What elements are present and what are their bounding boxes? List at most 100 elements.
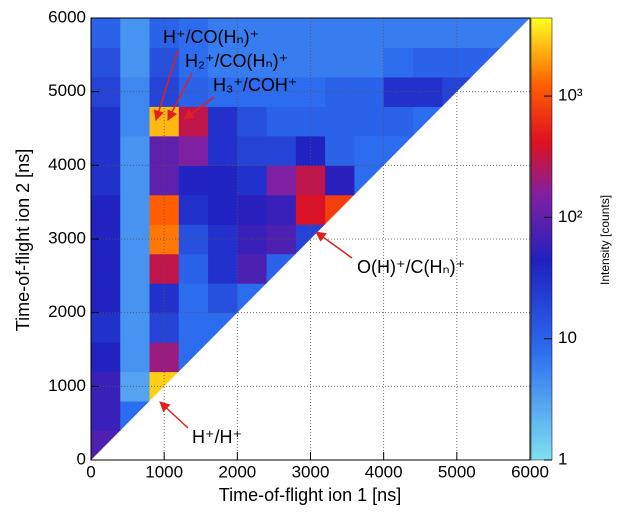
annotation-arrow	[315, 231, 353, 259]
x-tick-label: 1000	[145, 462, 183, 481]
heatmap-cell	[208, 18, 238, 48]
heatmap-cell	[354, 106, 385, 137]
annotation-arrow	[159, 401, 189, 429]
heatmap-cell	[237, 18, 268, 48]
heatmap-cell	[120, 135, 151, 166]
heatmap-cell	[471, 47, 502, 78]
heatmap-cell	[266, 47, 297, 78]
heatmap-cell	[178, 47, 209, 78]
heatmap-cell	[120, 312, 151, 343]
heatmap-cell	[500, 18, 530, 48]
heatmap-cell	[178, 253, 209, 284]
heatmap-cell	[149, 194, 180, 225]
heatmap	[91, 18, 530, 460]
annotation: H⁺/CO(Hₙ)⁺	[163, 27, 259, 47]
heatmap-cell	[208, 253, 238, 284]
heatmap-cell	[471, 18, 502, 48]
heatmap-cell	[412, 106, 443, 137]
heatmap-cell	[266, 135, 297, 166]
heatmap-cell	[266, 106, 297, 137]
heatmap-cell	[208, 135, 238, 166]
heatmap-cell	[178, 18, 209, 48]
heatmap-cell	[325, 106, 355, 137]
heatmap-cell	[91, 18, 121, 48]
heatmap-cell	[178, 342, 209, 373]
heatmap-cell	[120, 342, 151, 373]
heatmap-cell	[354, 165, 385, 196]
heatmap-cell	[383, 47, 414, 78]
heatmap-cell	[295, 106, 326, 137]
heatmap-cell	[91, 165, 121, 196]
annotation: H₂⁺/CO(Hₙ)⁺	[185, 51, 288, 71]
heatmap-cell	[208, 312, 238, 343]
y-tick-label: 5000	[48, 81, 86, 100]
heatmap-cell	[325, 194, 355, 225]
heatmap-cell	[208, 47, 238, 78]
heatmap-cell	[91, 135, 121, 166]
heatmap-cell	[412, 47, 443, 78]
heatmap-cell	[325, 165, 355, 196]
heatmap-cell	[208, 224, 238, 255]
x-tick-label: 5000	[438, 462, 476, 481]
heatmap-cell	[178, 283, 209, 314]
annotation: H⁺/H⁺	[192, 427, 242, 447]
heatmap-cell	[120, 18, 151, 48]
heatmap-cell	[237, 253, 268, 284]
y-tick-label: 1000	[48, 376, 86, 395]
heatmap-cell	[149, 283, 180, 314]
x-axis-title: Time-of-flight ion 1 [ns]	[219, 485, 401, 505]
y-axis-title: Time-of-flight ion 2 [ns]	[13, 149, 33, 331]
heatmap-cell	[442, 18, 472, 48]
heatmap-cell	[208, 283, 238, 314]
heatmap-cell	[295, 18, 326, 48]
heatmap-cell	[383, 135, 414, 166]
heatmap-cell	[91, 401, 121, 432]
colorbar-title: Intensity [counts]	[598, 195, 612, 285]
heatmap-cell	[383, 18, 414, 48]
heatmap-cell	[178, 106, 209, 137]
heatmap-cell	[91, 430, 121, 460]
colorbar-tick-label: 10³	[558, 86, 583, 105]
heatmap-cell	[149, 106, 180, 137]
heatmap-cell	[412, 18, 443, 48]
heatmap-cell	[266, 253, 297, 284]
heatmap-cell	[120, 283, 151, 314]
heatmap-cell	[383, 106, 414, 137]
x-tick-label: 6000	[511, 462, 549, 481]
heatmap-cell	[178, 135, 209, 166]
heatmap-cell	[237, 283, 268, 314]
x-tick-label: 4000	[365, 462, 403, 481]
y-tick-label: 4000	[48, 155, 86, 174]
colorbar-tick-label: 10	[558, 328, 577, 347]
heatmap-cell	[237, 165, 268, 196]
y-tick-label: 2000	[48, 302, 86, 321]
heatmap-cell	[295, 194, 326, 225]
y-tick-label: 3000	[48, 228, 86, 247]
y-tick-label: 6000	[48, 7, 86, 26]
heatmap-cell	[354, 47, 385, 78]
heatmap-cell	[91, 253, 121, 284]
heatmap-cell	[120, 401, 151, 432]
heatmap-cell	[354, 18, 385, 48]
heatmap-cell	[178, 165, 209, 196]
heatmap-cell	[149, 371, 180, 402]
annotation-arrow	[183, 96, 215, 120]
heatmap-cell	[325, 47, 355, 78]
heatmap-cell	[325, 18, 355, 48]
heatmap-cell	[237, 106, 268, 137]
heatmap-cell	[237, 47, 268, 78]
x-tick-label: 3000	[292, 462, 330, 481]
heatmap-cell	[91, 106, 121, 137]
colorbar-tick-label: 10²	[558, 207, 583, 226]
annotation: O(H)⁺/C(Hₙ)⁺	[357, 257, 465, 277]
annotation-arrow	[167, 72, 193, 121]
heatmap-cell	[325, 135, 355, 166]
colorbar-tick-label: 1	[558, 449, 567, 468]
heatmap-cell	[266, 18, 297, 48]
heatmap-cell	[120, 47, 151, 78]
x-tick-label: 2000	[218, 462, 256, 481]
x-tick-label: 0	[86, 462, 95, 481]
heatmap-cell	[178, 312, 209, 343]
heatmap-cell	[266, 165, 297, 196]
